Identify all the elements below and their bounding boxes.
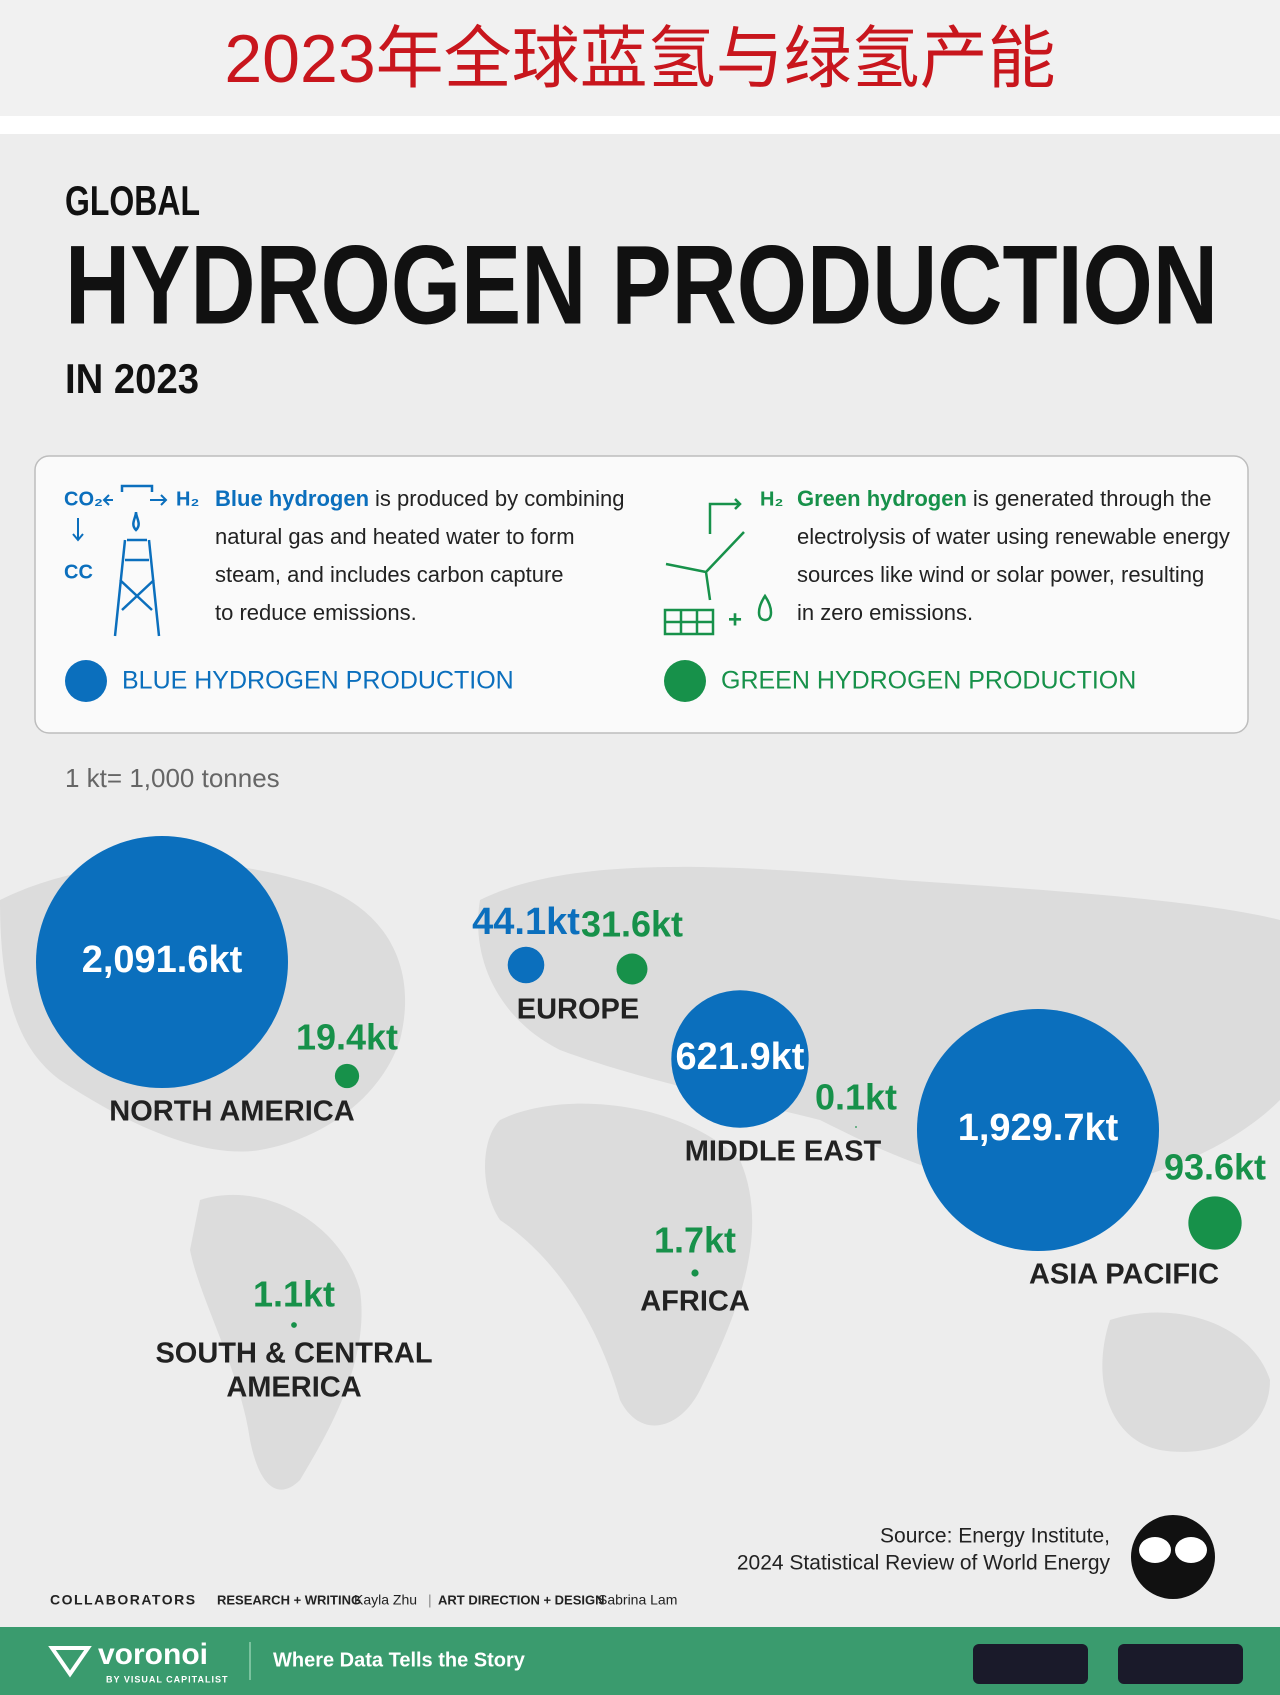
banner-title: 2023年全球蓝氢与绿氢产能 <box>224 21 1055 97</box>
footer-brand: voronoi <box>98 1638 208 1671</box>
legend-dot <box>664 660 706 702</box>
banner-gap <box>0 116 1280 134</box>
icon-label: CC <box>64 561 93 583</box>
footer-tagline: Where Data Tells the Story <box>273 1649 526 1671</box>
icon-label: + <box>728 606 742 633</box>
green-value-label: 1.7kt <box>654 1220 736 1261</box>
legend-line: is generated through the <box>973 486 1212 511</box>
green-value-label: 93.6kt <box>1164 1147 1266 1188</box>
region-name: AFRICA <box>640 1286 750 1318</box>
green-value-label: 31.6kt <box>581 904 683 945</box>
store-button[interactable] <box>1118 1644 1243 1684</box>
legend-line: electrolysis of water using renewable en… <box>797 524 1230 549</box>
credit-role: ART DIRECTION + DESIGN <box>438 1592 605 1607</box>
green-bubble <box>616 953 648 985</box>
logo-circle <box>1131 1515 1215 1599</box>
legend-description: Green hydrogen is generated through the <box>797 486 1211 511</box>
map-shape <box>485 1103 753 1426</box>
green-value-label: 0.1kt <box>815 1077 897 1118</box>
legend-key: BLUE HYDROGEN PRODUCTION <box>122 667 514 695</box>
green-bubble <box>1188 1196 1242 1250</box>
icon-label: CO₂ <box>64 488 103 510</box>
credit-person: Sabrina Lam <box>598 1592 677 1608</box>
source-line: 2024 Statistical Review of World Energy <box>737 1552 1111 1575</box>
region-name: MIDDLE EAST <box>685 1136 882 1168</box>
green-bubble <box>291 1322 297 1328</box>
blue-value-label: 621.9kt <box>676 1036 805 1078</box>
footer-logo-mark <box>48 1646 92 1678</box>
green-value-label: 19.4kt <box>296 1017 398 1058</box>
blue-value-label: 1,929.7kt <box>958 1107 1119 1149</box>
legend-line: steam, and includes carbon capture <box>215 562 564 587</box>
banner <box>0 0 1280 116</box>
legend-line: is produced by combining <box>375 486 624 511</box>
source-line: Source: Energy Institute, <box>880 1525 1110 1548</box>
blue-value-label: 2,091.6kt <box>82 939 243 981</box>
blue-bubble <box>507 946 545 984</box>
green-bubble <box>334 1063 360 1089</box>
kicker: GLOBAL <box>65 177 200 224</box>
subtitle: IN 2023 <box>65 355 199 402</box>
main-title: HYDROGEN PRODUCTION <box>65 223 1218 348</box>
logo-eye <box>1139 1537 1171 1563</box>
region-name: AMERICA <box>226 1372 361 1404</box>
green-bubble <box>691 1269 699 1277</box>
credit-separator: | <box>428 1592 432 1608</box>
region-name: SOUTH & CENTRAL <box>155 1338 432 1370</box>
icon-label: H₂ <box>760 488 783 510</box>
credits: COLLABORATORS RESEARCH + WRITING Kayla Z… <box>50 1592 677 1608</box>
unit-note: 1 kt= 1,000 tonnes <box>65 763 280 793</box>
map-shape <box>1102 1312 1270 1452</box>
legend-box <box>34 455 1249 734</box>
credit-person: Kayla Zhu <box>354 1592 417 1608</box>
icon-rig <box>113 484 161 637</box>
legend-texts: Blue hydrogen is produced by combining nat… <box>65 486 1230 702</box>
green-value-label: 1.1kt <box>253 1274 335 1315</box>
green-bubble <box>855 1126 857 1128</box>
legend-line: natural gas and heated water to form <box>215 524 575 549</box>
legend-description: Blue hydrogen is produced by combining <box>215 486 625 511</box>
legend-line: to reduce emissions. <box>215 600 417 625</box>
store-button[interactable] <box>973 1644 1088 1684</box>
legend-dot <box>65 660 107 702</box>
bubbles: 2,091.6kt 19.4kt NORTH AMERICA 44.1kt 31.6kt… <box>36 836 1266 1404</box>
blue-value-label: 44.1kt <box>472 901 580 943</box>
vc-logo <box>1131 1515 1215 1599</box>
icon-turbine <box>663 498 773 636</box>
icon-arrows <box>72 494 168 542</box>
legend-line: in zero emissions. <box>797 600 973 625</box>
blue-bubble <box>671 990 809 1128</box>
credit-role: RESEARCH + WRITING <box>217 1592 361 1607</box>
legend-line: sources like wind or solar power, result… <box>797 562 1204 587</box>
region-name: ASIA PACIFIC <box>1029 1259 1219 1291</box>
green-icon: H₂ + <box>663 488 783 636</box>
legend-term: Green hydrogen <box>797 486 967 511</box>
legend-key: GREEN HYDROGEN PRODUCTION <box>721 667 1136 695</box>
icon-label: H₂ <box>176 488 199 510</box>
region-name: NORTH AMERICA <box>109 1096 354 1128</box>
legend-term: Blue hydrogen <box>215 486 369 511</box>
region-name: EUROPE <box>517 994 639 1026</box>
blue-icon: CO₂ H₂ CC <box>64 484 199 637</box>
blue-bubble <box>916 1008 1160 1252</box>
footer-brand-sub: BY VISUAL CAPITALIST <box>106 1674 229 1684</box>
map-shape <box>190 1194 362 1490</box>
logo-eye <box>1175 1537 1207 1563</box>
blue-bubble <box>36 836 288 1088</box>
credit-label: COLLABORATORS <box>50 1592 197 1608</box>
